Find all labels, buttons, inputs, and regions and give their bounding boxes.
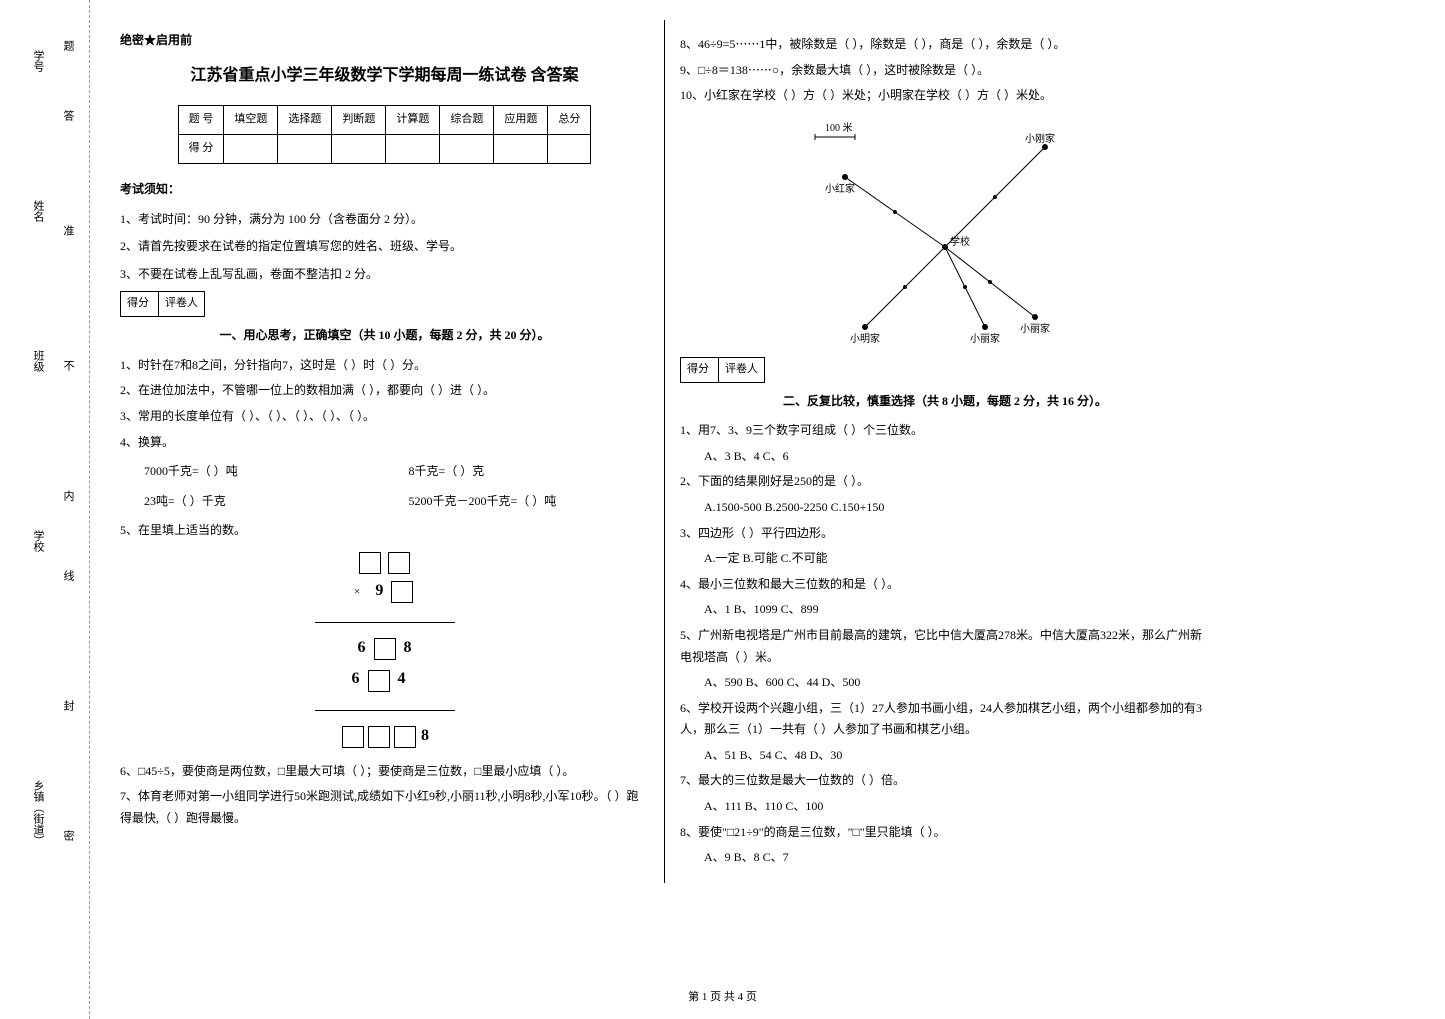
margin-label-2: 班级 <box>30 350 46 372</box>
s2-q3-opts: A.一定 B.可能 C.不可能 <box>704 548 1210 570</box>
th-4: 计算题 <box>386 106 440 135</box>
s2-q6: 6、学校开设两个兴趣小组，三（1）27人参加书画小组，24人参加棋艺小组，两个小… <box>680 698 1210 741</box>
th-5: 综合题 <box>440 106 494 135</box>
section-score-box: 得分 评卷人 <box>120 291 205 317</box>
s2-q6-opts: A、51 B、54 C、48 D、30 <box>704 745 1210 767</box>
margin-sub-3: 不 <box>60 360 76 371</box>
digit-4: 4 <box>398 670 406 687</box>
th-3: 判断题 <box>332 106 386 135</box>
section1-title: 一、用心思考，正确填空（共 10 小题，每题 2 分，共 20 分）。 <box>120 325 649 347</box>
digit-8a: 8 <box>404 639 412 656</box>
notice-1: 1、考试时间：90 分钟，满分为 100 分（含卷面分 2 分）。 <box>120 209 649 231</box>
margin-sub-0: 题 <box>60 40 76 51</box>
s2-q7: 7、最大的三位数是最大一位数的（ ）倍。 <box>680 770 1210 792</box>
s2-q7-opts: A、111 B、110 C、100 <box>704 796 1210 818</box>
digit-6b: 6 <box>352 670 360 687</box>
s1-q5: 5、在里填上适当的数。 <box>120 520 649 542</box>
s1-q6: 6、□45÷5，要使商是两位数，□里最大可填（ ）；要使商是三位数，□里最小应填… <box>120 761 649 783</box>
margin-label-4: 乡镇（街道） <box>30 780 46 846</box>
score-table: 题 号 填空题 选择题 判断题 计算题 综合题 应用题 总分 得 分 <box>178 105 592 164</box>
s1-q4d: 5200千克－200千克=（ ）吨 <box>409 491 557 513</box>
notice-2: 2、请首先按要求在试卷的指定位置填写您的姓名、班级、学号。 <box>120 236 649 258</box>
section-score-box-2: 得分 评卷人 <box>680 357 765 383</box>
s1-q3: 3、常用的长度单位有（ ）、（ ）、（ ）、（ ）、（ ）。 <box>120 406 649 428</box>
vertical-multiplication: × 9 6 8 6 4 8 <box>120 552 649 751</box>
margin-sub-7: 密 <box>60 830 76 841</box>
th-2: 选择题 <box>278 106 332 135</box>
map-lbl-4: 小丽家 <box>970 332 1000 345</box>
margin-sub-5: 线 <box>60 570 76 581</box>
s2-q3: 3、四边形（ ）平行四边形。 <box>680 523 1210 545</box>
s2-q8: 8、要使"□21÷9"的商是三位数，"□"里只能填（ ）。 <box>680 822 1210 844</box>
s1-q2: 2、在进位加法中，不管哪一位上的数相加满（ ），都要向（ ）进（ ）。 <box>120 380 649 402</box>
margin-label-1: 姓名 <box>30 200 46 222</box>
page-footer: 第 1 页 共 4 页 <box>688 988 757 1004</box>
map-lbl-5: 小丽家 <box>1020 322 1050 335</box>
s2-q1: 1、用7、3、9三个数字可组成（ ）个三位数。 <box>680 420 1210 442</box>
digit-9: 9 <box>375 582 383 599</box>
direction-map: 100 米 小红家 小刚家 学校 小明家 小丽家 小丽家 <box>795 117 1095 347</box>
s2-q2: 2、下面的结果刚好是250的是（ ）。 <box>680 471 1210 493</box>
th-0: 题 号 <box>178 106 224 135</box>
th-7: 总分 <box>548 106 591 135</box>
map-lbl-1: 小刚家 <box>1025 132 1055 145</box>
margin-sub-4: 内 <box>60 490 76 501</box>
table-row: 得 分 <box>178 135 591 164</box>
s2-q4: 4、最小三位数和最大三位数的和是（ ）。 <box>680 574 1210 596</box>
notice-3: 3、不要在试卷上乱写乱画，卷面不整洁扣 2 分。 <box>120 264 649 286</box>
map-lbl-3: 小明家 <box>850 332 880 345</box>
s2-q4-opts: A、1 B、1099 C、899 <box>704 599 1210 621</box>
right-column: 8、46÷9=5⋯⋯1中，被除数是（ ），除数是（ ），商是（ ），余数是（ ）… <box>665 20 1225 883</box>
section2-title: 二、反复比较，慎重选择（共 8 小题，每题 2 分，共 16 分）。 <box>680 391 1210 413</box>
s1-q1: 1、时针在7和8之间，分针指向7，这时是（ ）时（ ）分。 <box>120 355 649 377</box>
s2-q8-opts: A、9 B、8 C、7 <box>704 847 1210 869</box>
s2-q1-opts: A、3 B、4 C、6 <box>704 446 1210 468</box>
grader-label: 评卷人 <box>158 292 204 316</box>
s1-q4a: 7000千克=（ ）吨 <box>144 461 409 483</box>
s2-q5: 5、广州新电视塔是广州市目前最高的建筑，它比中信大厦高278米。中信大厦高322… <box>680 625 1210 668</box>
map-lbl-2: 学校 <box>950 235 970 248</box>
digit-8b: 8 <box>421 727 429 744</box>
th-6: 应用题 <box>494 106 548 135</box>
table-row: 题 号 填空题 选择题 判断题 计算题 综合题 应用题 总分 <box>178 106 591 135</box>
score-label: 得分 <box>121 292 155 316</box>
binding-margin: 学号 姓名 班级 学校 乡镇（街道） 题 答 准 不 内 线 封 密 <box>0 0 90 1019</box>
map-lbl-0: 小红家 <box>825 182 855 195</box>
exam-title: 江苏省重点小学三年级数学下学期每周一练试卷 含答案 <box>120 62 649 91</box>
margin-label-0: 学号 <box>30 50 46 72</box>
margin-sub-6: 封 <box>60 700 76 711</box>
s1-q8: 8、46÷9=5⋯⋯1中，被除数是（ ），除数是（ ），商是（ ），余数是（ ）… <box>680 34 1210 56</box>
s1-q4c: 23吨=（ ）千克 <box>144 491 409 513</box>
page-content: 绝密★启用前 江苏省重点小学三年级数学下学期每周一练试卷 含答案 题 号 填空题… <box>105 20 1225 883</box>
th-1: 填空题 <box>224 106 278 135</box>
margin-label-3: 学校 <box>30 530 46 552</box>
margin-sub-1: 答 <box>60 110 76 121</box>
grader-label-2: 评卷人 <box>718 358 764 382</box>
secret-label: 绝密★启用前 <box>120 30 649 52</box>
times-sign: × <box>354 584 361 598</box>
left-column: 绝密★启用前 江苏省重点小学三年级数学下学期每周一练试卷 含答案 题 号 填空题… <box>105 20 665 883</box>
s1-q4: 4、换算。 <box>120 432 649 454</box>
margin-sub-2: 准 <box>60 225 76 236</box>
s1-q10: 10、小红家在学校（ ）方（ ）米处；小明家在学校（ ）方（ ）米处。 <box>680 85 1210 107</box>
map-scale: 100 米 <box>825 121 853 134</box>
score-row-label: 得 分 <box>178 135 224 164</box>
s1-q9: 9、□÷8＝138⋯⋯○，余数最大填（ ），这时被除数是（ ）。 <box>680 60 1210 82</box>
s1-q4b: 8千克=（ ）克 <box>409 461 485 483</box>
s2-q2-opts: A.1500-500 B.2500-2250 C.150+150 <box>704 497 1210 519</box>
score-label-2: 得分 <box>681 358 715 382</box>
digit-6a: 6 <box>358 639 366 656</box>
s2-q5-opts: A、590 B、600 C、44 D、500 <box>704 672 1210 694</box>
exam-notice-title: 考试须知： <box>120 179 649 201</box>
s1-q7: 7、体育老师对第一小组同学进行50米跑测试,成绩如下小红9秒,小丽11秒,小明8… <box>120 786 649 829</box>
